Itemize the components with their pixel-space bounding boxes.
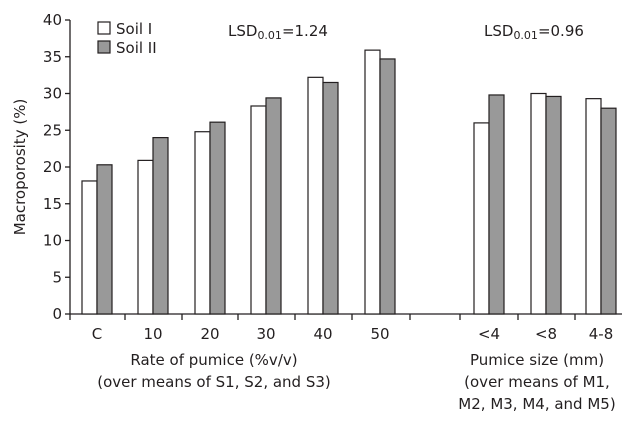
y-tick-label: 40: [43, 11, 62, 29]
bar-soil-ii: [265, 97, 282, 315]
y-tick-label: 5: [52, 268, 62, 286]
x-tick-label: 50: [370, 325, 389, 343]
bar-soil-i: [81, 180, 98, 315]
y-tick-label: 25: [43, 121, 62, 139]
bar-soil-ii: [96, 164, 113, 315]
x-axis-title-line: M2, M3, M4, and M5): [458, 395, 615, 413]
x-axis-title-line: Pumice size (mm): [470, 351, 604, 369]
x-tick-label: <4: [478, 325, 500, 343]
bar-soil-ii: [488, 94, 505, 315]
y-tick-label: 35: [43, 48, 62, 66]
lsd-prefix: LSD: [484, 22, 513, 40]
bar-soil-i: [364, 49, 381, 315]
legend-label: Soil II: [116, 39, 157, 57]
bar-soil-ii: [322, 81, 339, 315]
legend-label: Soil I: [116, 20, 152, 38]
y-tick-label: 30: [43, 85, 62, 103]
x-tick-label: <8: [535, 325, 557, 343]
y-tick-label: 10: [43, 232, 62, 250]
x-tick-label: 30: [256, 325, 275, 343]
bar-soil-i: [473, 122, 490, 315]
x-tick-label: C: [92, 325, 102, 343]
lsd-value: =0.96: [538, 22, 584, 40]
lsd-subscript: 0.01: [513, 29, 538, 42]
y-axis-title: Macroporosity (%): [11, 99, 29, 236]
y-tick-label: 15: [43, 195, 62, 213]
lsd-subscript: 0.01: [257, 29, 282, 42]
bar-soil-i: [530, 92, 547, 315]
lsd-value: =1.24: [282, 22, 328, 40]
x-tick-label: 4-8: [589, 325, 614, 343]
bar-soil-ii: [600, 107, 617, 315]
x-tick-label: 20: [200, 325, 219, 343]
y-tick-label: 20: [43, 158, 62, 176]
lsd-annotation: LSD0.01=1.24: [228, 22, 328, 42]
x-axis-title-line: (over means of S1, S2, and S3): [97, 373, 331, 391]
bar-soil-i: [585, 98, 602, 315]
bar-soil-i: [250, 105, 267, 315]
x-axis-title-line: (over means of M1,: [464, 373, 610, 391]
bar-soil-i: [137, 159, 154, 315]
bar-soil-ii: [209, 121, 226, 315]
lsd-annotation: LSD0.01=0.96: [484, 22, 584, 42]
bar-soil-ii: [379, 58, 396, 315]
x-tick-label: 40: [313, 325, 332, 343]
legend-swatch: [97, 21, 111, 35]
legend-swatch: [97, 40, 111, 54]
bar-soil-i: [194, 131, 211, 315]
x-axis-title-line: Rate of pumice (%v/v): [130, 351, 297, 369]
y-tick-label: 0: [52, 305, 62, 323]
bar-soil-ii: [152, 137, 169, 315]
bar-soil-i: [307, 76, 324, 315]
bar-soil-ii: [545, 95, 562, 315]
x-tick-label: 10: [143, 325, 162, 343]
lsd-prefix: LSD: [228, 22, 257, 40]
